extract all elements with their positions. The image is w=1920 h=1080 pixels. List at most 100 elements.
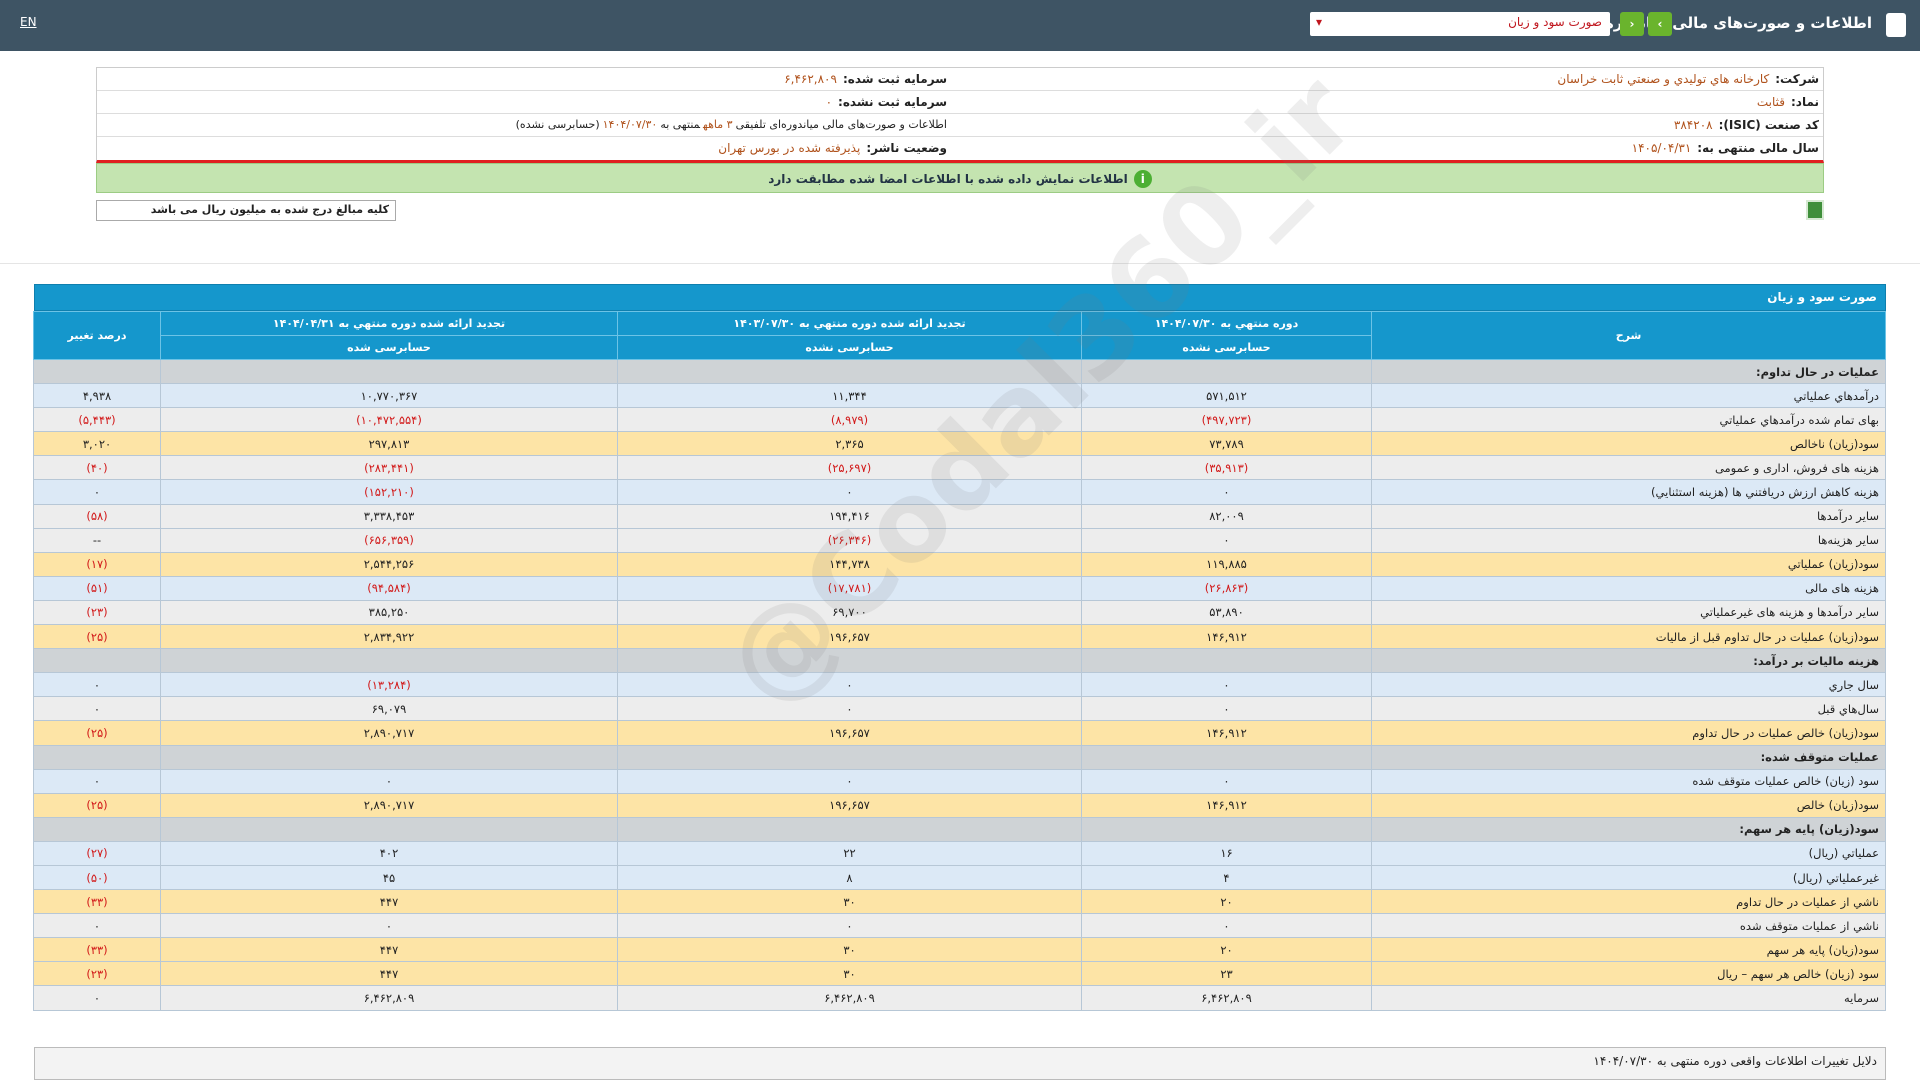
row-value: ۱۱,۳۴۴	[617, 383, 1082, 409]
income-statement: صورت سود و زیان شرح دوره منتهي به ۱۴۰۴/۰۷…	[33, 284, 1886, 1011]
info-label: کد صنعت (ISIC):	[1718, 118, 1819, 132]
row-label: درآمدهاي عملياتي	[1371, 383, 1886, 409]
row-value: ۴۵	[160, 864, 618, 891]
value-text: (۳۳)	[86, 942, 108, 957]
row-label: سود(زيان) خالص	[1371, 792, 1886, 818]
value-text: (۶۵۶,۳۵۹)	[364, 533, 414, 548]
row-value: ۰	[33, 479, 161, 505]
value-text: (۲۳)	[86, 605, 108, 620]
excel-button[interactable]	[1806, 200, 1824, 220]
row-value: ۵۳,۸۹۰	[1081, 599, 1372, 626]
info-value: پذیرفته شده در بورس تهران	[718, 141, 861, 155]
statement-row: ساير هزينه‌ها ۰ (۲۶,۳۴۶) (۶۵۶,۳۵۹) --	[33, 527, 1886, 553]
statement-row: بهاى تمام شده درآمدهاي عملياتي (۴۹۷,۷۲۳) (…	[33, 407, 1886, 433]
empty-cell	[1081, 358, 1372, 385]
row-value: (۶۵۶,۳۵۹)	[160, 527, 618, 553]
empty-cell	[160, 816, 618, 842]
value-text: ۰	[846, 485, 853, 500]
value-text: (۵۸)	[86, 509, 108, 524]
row-value: ۳۰	[617, 889, 1082, 915]
value-text: ۳۰	[843, 894, 856, 909]
row-value: (۱۷)	[33, 551, 161, 577]
value-text: (۹۴,۵۸۴)	[367, 581, 411, 596]
row-value: ۲,۸۳۴,۹۲۲	[160, 624, 618, 650]
value-text: (۱۷,۷۸۱)	[827, 581, 872, 596]
statement-row: عملياتي (ريال) ۱۶ ۲۲ ۴۰۲ (۲۷)	[33, 840, 1886, 866]
value-text: ۳۰	[843, 966, 856, 981]
prev-button[interactable]: ‹	[1648, 12, 1672, 36]
row-value: ۳,۳۳۸,۴۵۳	[160, 503, 618, 529]
row-value: (۴۰)	[33, 455, 161, 481]
verified-message: i اطلاعات نمایش داده شده با اطلاعات امضا …	[96, 163, 1824, 193]
statement-row: سود(زيان) عملياتي ۱۱۹,۸۸۵ ۱۴۴,۷۳۸ ۲,۵۴۴,۲۵۶…	[33, 551, 1886, 577]
row-value: ۴,۹۳۸	[33, 383, 161, 409]
value-text: (۱۵۲,۲۱۰)	[364, 485, 414, 500]
info-item: سرمایه ثبت نشده: ۰	[826, 95, 947, 109]
info-item: وضعیت ناشر: پذیرفته شده در بورس تهران	[718, 141, 947, 155]
row-label: غيرعملياتي (ريال)	[1371, 864, 1886, 891]
statement-row: درآمدهاي عملياتي ۵۷۱,۵۱۲ ۱۱,۳۴۴ ۱۰,۷۷۰,۳۶۷ ۴…	[33, 383, 1886, 409]
row-value: (۲۵)	[33, 624, 161, 650]
row-label: عملياتي (ريال)	[1371, 840, 1886, 866]
row-label: ناشي از عمليات متوقف شده	[1371, 913, 1886, 939]
row-value: ۲,۸۹۰,۷۱۷	[160, 720, 618, 746]
info-item: کد صنعت (ISIC): ۳۸۴۲۰۸	[1674, 118, 1819, 132]
value-text: ۶,۴۶۲,۸۰۹	[824, 990, 875, 1005]
column-header: تجدید ارائه شده دوره منتهي به ۱۴۰۳/۰۷/۳۰	[617, 311, 1082, 336]
value-text: (۸,۹۷۹)	[830, 412, 869, 427]
value-text: ۲,۸۹۰,۷۱۷	[363, 725, 415, 740]
row-value: ۰	[33, 768, 161, 794]
value-text: (۲۵)	[86, 725, 108, 740]
page-icon	[1886, 13, 1906, 37]
statement-row: ساير درآمدها ۸۲,۰۰۹ ۱۹۴,۴۱۶ ۳,۳۳۸,۴۵۳ (۵۸)	[33, 503, 1886, 529]
row-value: (۹۴,۵۸۴)	[160, 575, 618, 601]
value-text: ۵۷۱,۵۱۲	[1206, 388, 1247, 403]
row-label: سود(زيان) پايه هر سهم:	[1371, 816, 1886, 842]
row-value: (۸,۹۷۹)	[617, 407, 1082, 433]
row-value: ۰	[1081, 696, 1372, 722]
value-text: (۲۵)	[86, 629, 108, 644]
info-value: ۶,۴۶۲,۸۰۹	[784, 72, 837, 86]
row-label: ناشي از عمليات در حال تداوم	[1371, 889, 1886, 915]
info-row: شرکت: کارخانه هاي توليدي و صنعتي ثابت خرا…	[97, 68, 1823, 91]
row-value: ۰	[1081, 527, 1372, 553]
statement-row: هزينه كاهش ارزش دريافتني ها (هزينه استثن…	[33, 479, 1886, 505]
row-value: ۲۹۷,۸۱۳	[160, 431, 618, 457]
row-value: ۸۲,۰۰۹	[1081, 503, 1372, 529]
value-text: ۲۲	[843, 846, 856, 861]
empty-cell	[1081, 648, 1372, 674]
value-text: (۳۳)	[86, 894, 108, 909]
row-label: عمليات متوقف شده:	[1371, 744, 1886, 770]
statement-select[interactable]: صورت سود و زیان ▾	[1310, 12, 1610, 36]
row-value: ۲,۳۶۵	[617, 431, 1082, 457]
empty-cell	[617, 816, 1082, 842]
row-value: ۰	[1081, 672, 1372, 698]
value-text: ۲,۸۳۴,۹۲۲	[363, 629, 415, 644]
statement-row: سود (زيان) خالص عمليات متوقف شده ۰ ۰ ۰ ۰	[33, 768, 1886, 794]
language-link[interactable]: EN	[20, 15, 37, 29]
empty-cell	[33, 744, 161, 770]
row-value: ۰	[617, 768, 1082, 794]
row-value: ۰	[1081, 913, 1372, 939]
value-text: (۵,۴۴۳)	[78, 412, 116, 427]
info-label: نماد:	[1790, 95, 1819, 109]
reasons-box: دلایل تغییرات اطلاعات واقعی دوره منتهی ب…	[34, 1047, 1886, 1080]
info-item: شرکت: کارخانه هاي توليدي و صنعتي ثابت خرا…	[1557, 72, 1819, 86]
value-text: ۴۴۷	[379, 966, 399, 981]
value-text: ۸	[846, 870, 853, 885]
row-value: ۰	[33, 985, 161, 1011]
row-label: بهاى تمام شده درآمدهاي عملياتي	[1371, 407, 1886, 433]
empty-cell	[160, 744, 618, 770]
info-row: سال مالی منتهی به: ۱۴۰۵/۰۴/۳۱ وضعیت ناشر: پ…	[97, 137, 1823, 160]
row-label: عملیات در حال تداوم:	[1371, 358, 1886, 385]
value-text: (۲۶,۳۴۶)	[827, 533, 872, 548]
value-text: ۲۰	[1220, 942, 1233, 957]
row-value: (۳۵,۹۱۳)	[1081, 455, 1372, 481]
next-button[interactable]: ›	[1620, 12, 1644, 36]
row-value: (۱۵۲,۲۱۰)	[160, 479, 618, 505]
row-value: ۶۹,۰۷۹	[160, 696, 618, 722]
value-text: ۰	[846, 918, 853, 933]
statement-row: ناشي از عمليات متوقف شده ۰ ۰ ۰ ۰	[33, 913, 1886, 939]
select-caret: ▾	[1316, 15, 1323, 29]
info-item: سال مالی منتهی به: ۱۴۰۵/۰۴/۳۱	[1632, 141, 1819, 155]
